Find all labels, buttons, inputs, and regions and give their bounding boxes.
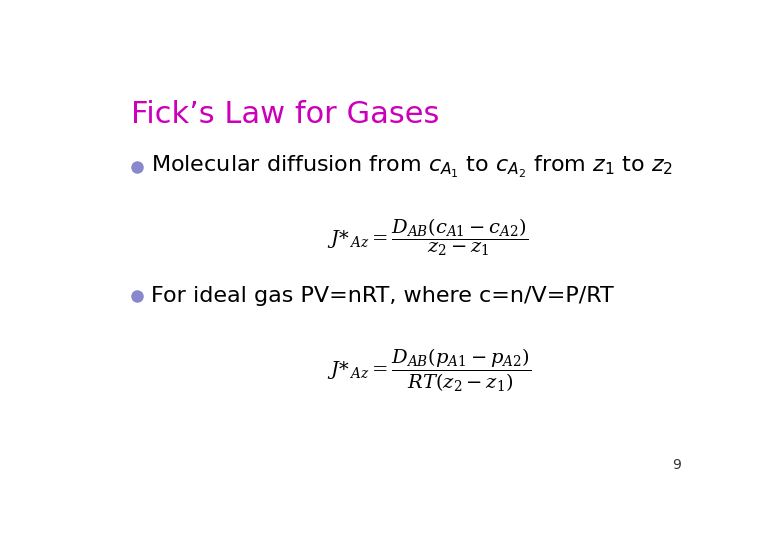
- Text: $J\!*_{\!\mathit{Az}} = \dfrac{D_{AB}(c_{A1} - c_{A2})}{z_2 - z_1}$: $J\!*_{\!\mathit{Az}} = \dfrac{D_{AB}(c_…: [328, 217, 529, 258]
- Text: For ideal gas PV=nRT, where c=n/V=P/RT: For ideal gas PV=nRT, where c=n/V=P/RT: [151, 286, 613, 306]
- Text: Fick’s Law for Gases: Fick’s Law for Gases: [131, 100, 439, 129]
- Text: Molecular diffusion from $c_{A_1}$ to $c_{A_2}$ from $z_1$ to $z_2$: Molecular diffusion from $c_{A_1}$ to $c…: [151, 153, 673, 180]
- Text: $J\!*_{\!\mathit{Az}} = \dfrac{D_{AB}(p_{A1} - p_{A2})}{RT(z_2 - z_1)}$: $J\!*_{\!\mathit{Az}} = \dfrac{D_{AB}(p_…: [328, 347, 532, 394]
- Text: 9: 9: [672, 458, 681, 472]
